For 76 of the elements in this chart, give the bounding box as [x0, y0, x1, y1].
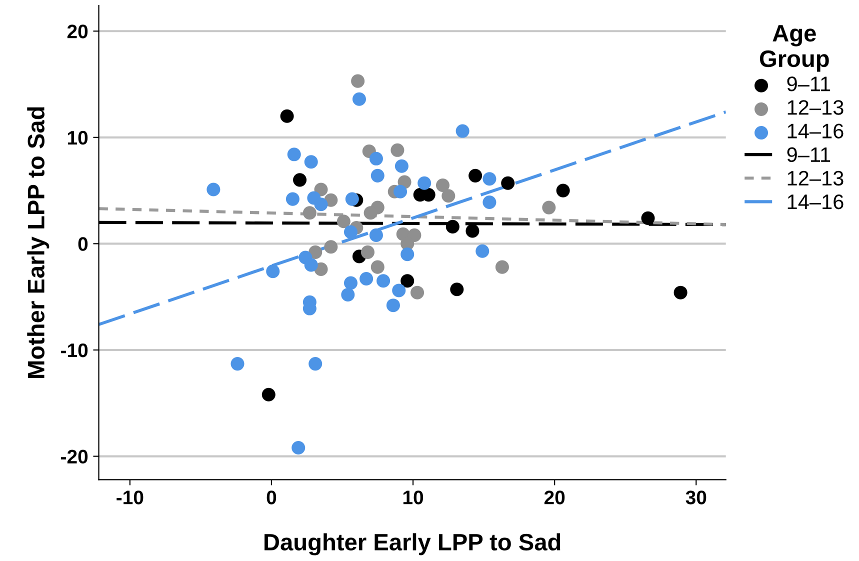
point [466, 224, 480, 238]
point [476, 244, 490, 258]
point [280, 109, 294, 123]
point [287, 148, 301, 162]
point [370, 260, 384, 274]
point [360, 245, 374, 259]
point [408, 228, 422, 242]
point [400, 248, 414, 262]
x-tick-label: 0 [266, 490, 276, 504]
y-tick-label: 20 [67, 24, 88, 38]
point [230, 357, 244, 371]
point [410, 286, 424, 300]
point [418, 176, 432, 190]
point [345, 192, 359, 206]
point [369, 228, 383, 242]
legend-title: Age Group [760, 25, 829, 72]
point [262, 388, 276, 402]
point [456, 124, 470, 138]
point [468, 168, 482, 182]
point [352, 92, 366, 106]
x-tick-label: 20 [544, 490, 565, 504]
point [364, 206, 378, 220]
point [542, 200, 556, 214]
point [341, 288, 355, 302]
x-tick-label: 10 [403, 490, 424, 504]
point [360, 272, 374, 286]
legend-label: 14–16 [788, 194, 844, 210]
point [394, 159, 408, 173]
point [369, 152, 383, 166]
point [482, 172, 496, 186]
x-tick-label: -10 [116, 490, 144, 504]
point [394, 184, 408, 198]
legend-label: 12–13 [788, 170, 844, 186]
point [314, 198, 328, 212]
legend-label: 14–16 [788, 124, 844, 138]
point [344, 276, 358, 290]
point [336, 214, 350, 228]
point [482, 195, 496, 210]
legend-label: 9–11 [787, 147, 830, 162]
y-tick-label: -10 [61, 343, 88, 358]
y-axis-title: Mother Early LPP to Sad [27, 107, 50, 378]
point [304, 155, 318, 169]
point [450, 282, 464, 296]
point [370, 168, 384, 182]
point [392, 284, 406, 298]
point [351, 74, 365, 88]
point [293, 173, 307, 187]
point [442, 189, 456, 203]
point [308, 357, 322, 371]
y-tick-label: -20 [61, 450, 88, 464]
x-axis-title: Daughter Early LPP to Sad [264, 533, 560, 556]
point [266, 264, 280, 278]
legend-label: 9–11 [787, 76, 830, 92]
point [386, 298, 400, 312]
y-tick-label: 10 [68, 130, 88, 145]
point [206, 182, 220, 196]
point [400, 274, 414, 288]
legend-label: 12–13 [788, 100, 844, 115]
point [304, 258, 318, 272]
point [495, 260, 509, 274]
point [286, 192, 300, 206]
point [292, 441, 306, 455]
point [324, 240, 338, 254]
point [436, 178, 450, 192]
point [674, 286, 688, 300]
y-tick-label: 0 [78, 237, 88, 251]
point [556, 184, 570, 198]
x-tick-label: 30 [686, 490, 706, 504]
point [501, 176, 515, 190]
point [376, 274, 390, 288]
point [390, 143, 404, 157]
point [302, 206, 316, 220]
point [641, 211, 655, 225]
point [308, 245, 322, 259]
point [344, 225, 358, 239]
point [446, 220, 460, 234]
